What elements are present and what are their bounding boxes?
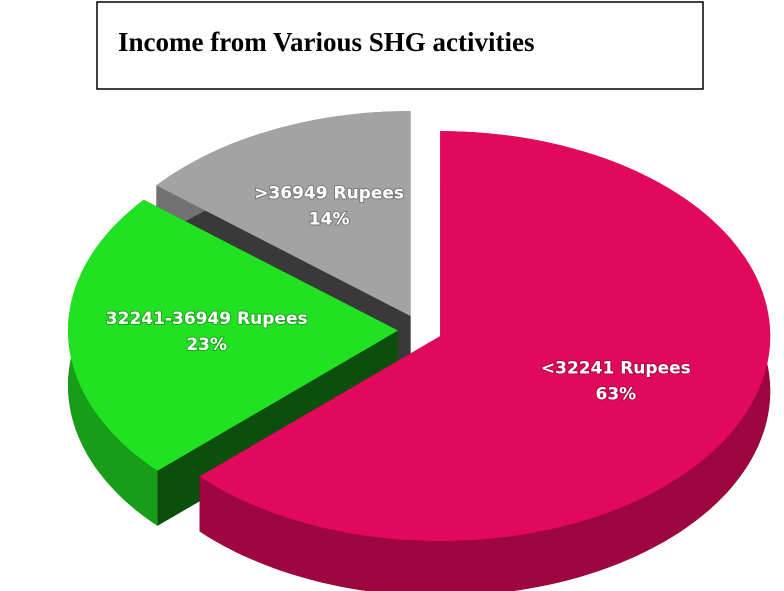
slice: [156, 111, 411, 317]
slice: 32241-36949 Rupees 23%: [68, 199, 398, 526]
slice: [199, 131, 771, 542]
slice-value-label: 63%: [595, 384, 636, 404]
chart-title: Income from Various SHG activities: [118, 27, 534, 57]
slice-value-label: 14%: [309, 209, 350, 229]
slice-label: >36949 Rupees: [254, 183, 404, 203]
slice: <32241 Rupees 63%: [199, 131, 771, 591]
slice-wall: [199, 131, 771, 591]
slice-label: <32241 Rupees: [541, 358, 691, 378]
slice-value-label: 23%: [186, 335, 227, 355]
slice-label: 32241-36949 Rupees: [106, 309, 308, 329]
title-box: [96, 1, 704, 90]
slice: [68, 199, 398, 471]
